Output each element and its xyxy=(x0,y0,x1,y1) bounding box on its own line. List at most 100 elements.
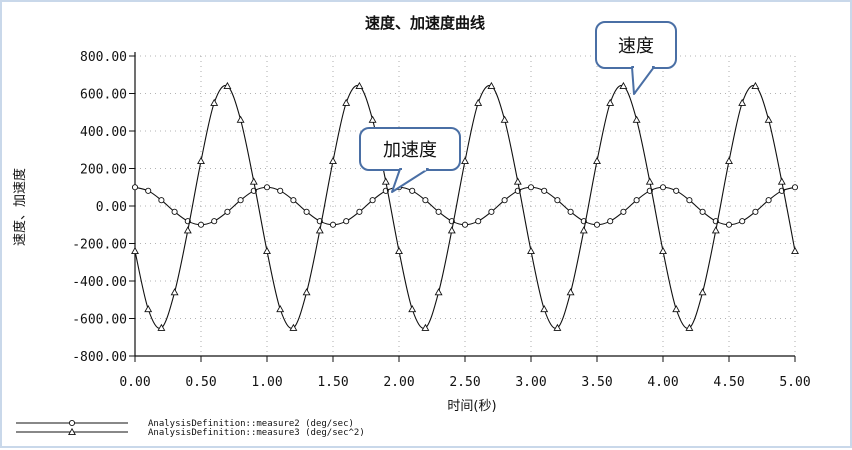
data-point xyxy=(593,156,601,165)
data-point xyxy=(739,218,746,225)
data-point xyxy=(606,98,615,106)
data-point xyxy=(183,226,192,234)
data-point xyxy=(249,177,258,185)
data-point xyxy=(711,226,720,234)
axes xyxy=(129,52,796,362)
y-tick-label: 600.00 xyxy=(80,88,127,103)
callout-0: 速度 xyxy=(595,21,677,95)
data-point xyxy=(765,197,772,204)
legend-marker xyxy=(68,419,76,427)
data-point xyxy=(434,288,443,296)
data-point xyxy=(633,197,640,204)
data-point xyxy=(223,81,232,90)
y-tick-label: 0.00 xyxy=(96,200,127,215)
data-point xyxy=(791,184,799,191)
y-tick-label: -200.00 xyxy=(72,238,127,253)
data-point xyxy=(593,221,601,228)
x-tick-label: 1.50 xyxy=(317,375,348,390)
x-axis-label: 时间(秒) xyxy=(447,399,496,414)
data-point xyxy=(699,208,706,215)
data-point xyxy=(461,221,469,228)
data-point xyxy=(500,115,509,123)
data-point xyxy=(619,81,628,90)
legend: AnalysisDefinition::measure2 (deg/sec)An… xyxy=(16,419,365,438)
data-point xyxy=(289,323,298,331)
data-point xyxy=(329,221,337,228)
data-point xyxy=(777,177,786,185)
data-point xyxy=(422,197,429,204)
chart-title: 速度、加速度曲线 xyxy=(365,14,485,32)
data-point xyxy=(475,218,482,225)
callout-text: 速度 xyxy=(618,36,654,57)
data-point xyxy=(435,208,442,215)
callout-1: 加速度 xyxy=(359,127,461,193)
data-point xyxy=(302,288,311,296)
data-point xyxy=(659,246,667,255)
y-axis-label: 速度、加速度 xyxy=(12,168,28,246)
data-point xyxy=(170,288,179,296)
data-point xyxy=(791,246,799,255)
x-tick-label: 2.50 xyxy=(449,375,480,390)
data-point xyxy=(210,98,219,106)
data-point xyxy=(461,156,469,165)
data-point xyxy=(236,115,245,123)
data-point xyxy=(632,115,641,123)
data-point xyxy=(315,226,324,234)
data-point xyxy=(738,98,747,106)
legend-marker xyxy=(68,427,76,436)
data-point xyxy=(277,187,284,194)
data-point xyxy=(369,197,376,204)
legend-item-2: AnalysisDefinition::measure3 (deg/sec^2) xyxy=(16,427,365,438)
data-point xyxy=(303,208,310,215)
y-tick-label: 400.00 xyxy=(80,125,127,140)
data-point xyxy=(355,81,364,90)
data-point xyxy=(144,304,153,313)
data-point xyxy=(620,208,627,215)
data-point xyxy=(145,187,152,194)
data-point xyxy=(686,197,693,204)
data-point xyxy=(171,208,178,215)
data-point xyxy=(541,187,548,194)
data-point xyxy=(197,156,205,165)
data-point xyxy=(501,197,508,204)
data-point xyxy=(566,288,575,296)
x-tick-label: 4.00 xyxy=(647,375,678,390)
data-point xyxy=(211,218,218,225)
data-point xyxy=(553,323,562,331)
x-tick-label: 3.50 xyxy=(581,375,612,390)
data-point xyxy=(421,323,430,331)
y-tick-label: 800.00 xyxy=(80,50,127,65)
legend-label: AnalysisDefinition::measure3 (deg/sec^2) xyxy=(148,428,365,438)
data-point xyxy=(263,184,271,191)
data-point xyxy=(197,221,205,228)
x-tick-label: 2.00 xyxy=(383,375,414,390)
data-point xyxy=(554,197,561,204)
data-point xyxy=(487,81,496,90)
x-tick-label: 3.00 xyxy=(515,375,546,390)
data-point xyxy=(685,323,694,331)
y-tick-label: -600.00 xyxy=(72,313,127,328)
x-tick-label: 1.00 xyxy=(251,375,282,390)
data-point xyxy=(752,208,759,215)
x-tick-label: 5.00 xyxy=(779,375,810,390)
data-point xyxy=(607,218,614,225)
data-point xyxy=(158,197,165,204)
data-point xyxy=(329,156,337,165)
data-point xyxy=(131,184,139,191)
data-point xyxy=(725,221,733,228)
data-point xyxy=(540,304,549,313)
y-tick-label: -400.00 xyxy=(72,275,127,290)
data-point xyxy=(659,184,667,191)
data-point xyxy=(447,226,456,234)
x-tick-label: 0.50 xyxy=(185,375,216,390)
y-tick-label: -800.00 xyxy=(72,350,127,365)
data-point xyxy=(342,98,351,106)
data-point xyxy=(131,246,139,255)
data-point xyxy=(157,323,166,331)
data-point xyxy=(527,184,535,191)
series-layer xyxy=(131,81,799,331)
data-point xyxy=(368,115,377,123)
